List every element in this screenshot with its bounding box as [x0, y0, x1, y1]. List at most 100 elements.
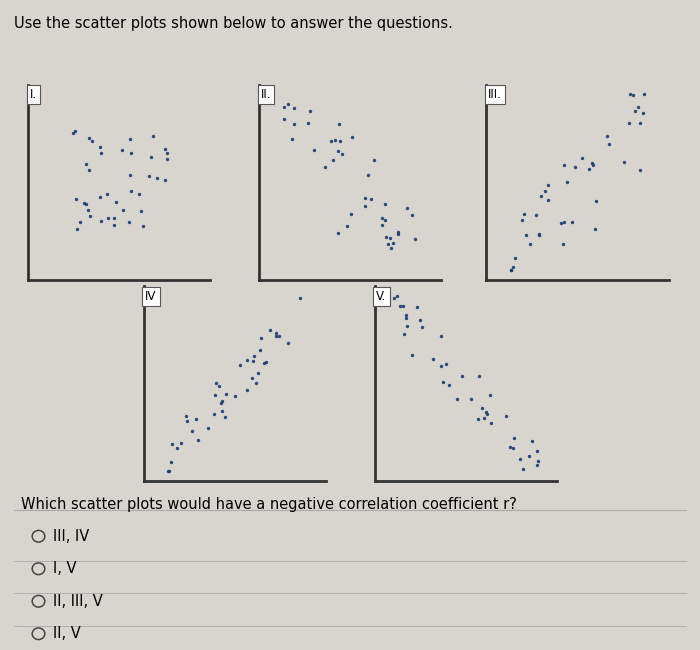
Point	[260, 357, 272, 367]
Point	[485, 417, 496, 428]
Point	[395, 301, 406, 311]
Point	[342, 220, 353, 231]
Point	[346, 131, 358, 142]
Point	[210, 378, 221, 389]
Point	[333, 118, 344, 129]
Point	[407, 209, 418, 220]
Point	[638, 89, 650, 99]
Point	[220, 389, 232, 399]
Point	[383, 239, 394, 249]
Point	[400, 313, 412, 323]
Point	[407, 350, 418, 360]
Text: IV: IV	[146, 290, 157, 303]
Point	[320, 162, 331, 172]
Point	[166, 439, 177, 449]
Point	[271, 328, 282, 339]
Point	[255, 345, 266, 356]
Point	[514, 454, 525, 465]
Point	[531, 445, 542, 456]
Point	[558, 239, 569, 250]
Point	[360, 193, 371, 203]
Point	[566, 216, 578, 227]
Point	[102, 213, 113, 223]
Point	[219, 412, 230, 423]
Point	[452, 394, 463, 404]
Point	[500, 411, 512, 421]
Point	[508, 262, 519, 272]
Point	[270, 330, 281, 341]
Point	[561, 177, 573, 187]
Point	[190, 414, 202, 424]
Point	[473, 371, 484, 382]
Text: V.: V.	[377, 290, 386, 303]
Point	[274, 331, 285, 341]
Point	[587, 160, 598, 170]
Point	[633, 102, 644, 112]
Point	[332, 227, 344, 238]
Point	[521, 229, 532, 240]
Point	[518, 463, 529, 474]
Point	[148, 131, 159, 141]
Point	[251, 378, 262, 388]
Point	[577, 152, 588, 162]
Point	[416, 322, 428, 332]
Point	[258, 358, 270, 368]
Point	[209, 409, 220, 419]
Point	[435, 361, 447, 371]
Point	[480, 407, 491, 417]
Point	[286, 135, 297, 145]
Point	[161, 154, 172, 164]
Point	[143, 170, 154, 181]
Point	[478, 413, 489, 423]
Point	[397, 300, 408, 311]
Point	[559, 159, 570, 170]
Point	[555, 218, 566, 228]
Point	[505, 265, 517, 275]
Point	[377, 220, 388, 230]
Point	[411, 302, 422, 312]
Point	[108, 213, 120, 224]
Point	[288, 118, 300, 129]
Point	[360, 201, 371, 211]
Text: Use the scatter plots shown below to answer the questions.: Use the scatter plots shown below to ans…	[14, 16, 453, 31]
Point	[256, 333, 267, 343]
Point	[583, 164, 594, 175]
Point	[283, 337, 294, 348]
Point	[362, 170, 373, 180]
Point	[327, 155, 338, 166]
Point	[86, 135, 97, 146]
Point	[202, 423, 214, 434]
Point	[531, 211, 542, 221]
Point	[116, 145, 127, 155]
Point	[436, 331, 447, 341]
Point	[94, 142, 105, 152]
Point	[125, 170, 136, 181]
Point	[79, 198, 90, 208]
Point	[151, 173, 162, 183]
Point	[388, 237, 399, 248]
Point	[265, 325, 276, 335]
Point	[345, 209, 356, 219]
Point	[542, 195, 554, 205]
Point	[214, 380, 225, 391]
Point	[162, 148, 173, 158]
Point	[125, 148, 136, 158]
Point	[146, 152, 157, 162]
Point	[160, 176, 171, 186]
Point	[304, 106, 315, 116]
Point	[402, 203, 413, 213]
Point	[379, 214, 391, 225]
Point	[279, 114, 290, 124]
Point	[559, 217, 570, 228]
Point	[531, 460, 542, 471]
Point	[392, 291, 403, 301]
Point	[473, 414, 484, 424]
Text: II.: II.	[261, 88, 272, 101]
Point	[95, 216, 106, 226]
Point	[510, 253, 521, 263]
Point	[438, 377, 449, 387]
Point	[326, 136, 337, 146]
Point	[138, 221, 149, 231]
Point	[192, 435, 203, 445]
Point	[507, 443, 518, 453]
